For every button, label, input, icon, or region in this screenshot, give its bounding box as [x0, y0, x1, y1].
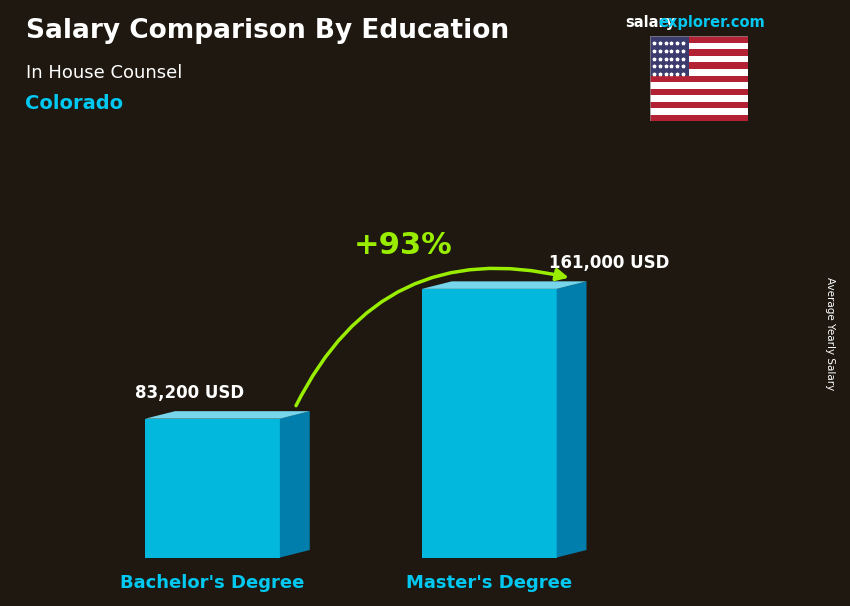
Bar	[650, 69, 748, 76]
FancyArrowPatch shape	[296, 268, 565, 405]
Polygon shape	[422, 281, 586, 289]
Text: Average Yearly Salary: Average Yearly Salary	[824, 277, 835, 390]
Text: salary: salary	[625, 15, 675, 30]
Bar	[650, 36, 748, 43]
Text: 83,200 USD: 83,200 USD	[135, 384, 245, 402]
Bar	[650, 36, 689, 76]
Text: In House Counsel: In House Counsel	[26, 64, 182, 82]
Bar	[650, 56, 748, 62]
Bar	[650, 76, 748, 82]
Bar	[650, 50, 748, 56]
Polygon shape	[422, 289, 557, 558]
Polygon shape	[145, 411, 309, 419]
Bar	[650, 88, 748, 95]
Text: explorer.com: explorer.com	[659, 15, 766, 30]
Text: Salary Comparison By Education: Salary Comparison By Education	[26, 18, 508, 44]
Bar	[650, 82, 748, 88]
Polygon shape	[557, 281, 586, 558]
Bar	[650, 62, 748, 69]
Polygon shape	[145, 419, 280, 558]
Polygon shape	[280, 411, 309, 558]
Bar	[650, 115, 748, 121]
Text: Colorado: Colorado	[26, 94, 123, 113]
Bar	[650, 95, 748, 102]
Text: 161,000 USD: 161,000 USD	[549, 255, 669, 272]
Text: +93%: +93%	[354, 231, 452, 260]
Bar	[650, 108, 748, 115]
Bar	[650, 102, 748, 108]
Bar	[650, 43, 748, 50]
